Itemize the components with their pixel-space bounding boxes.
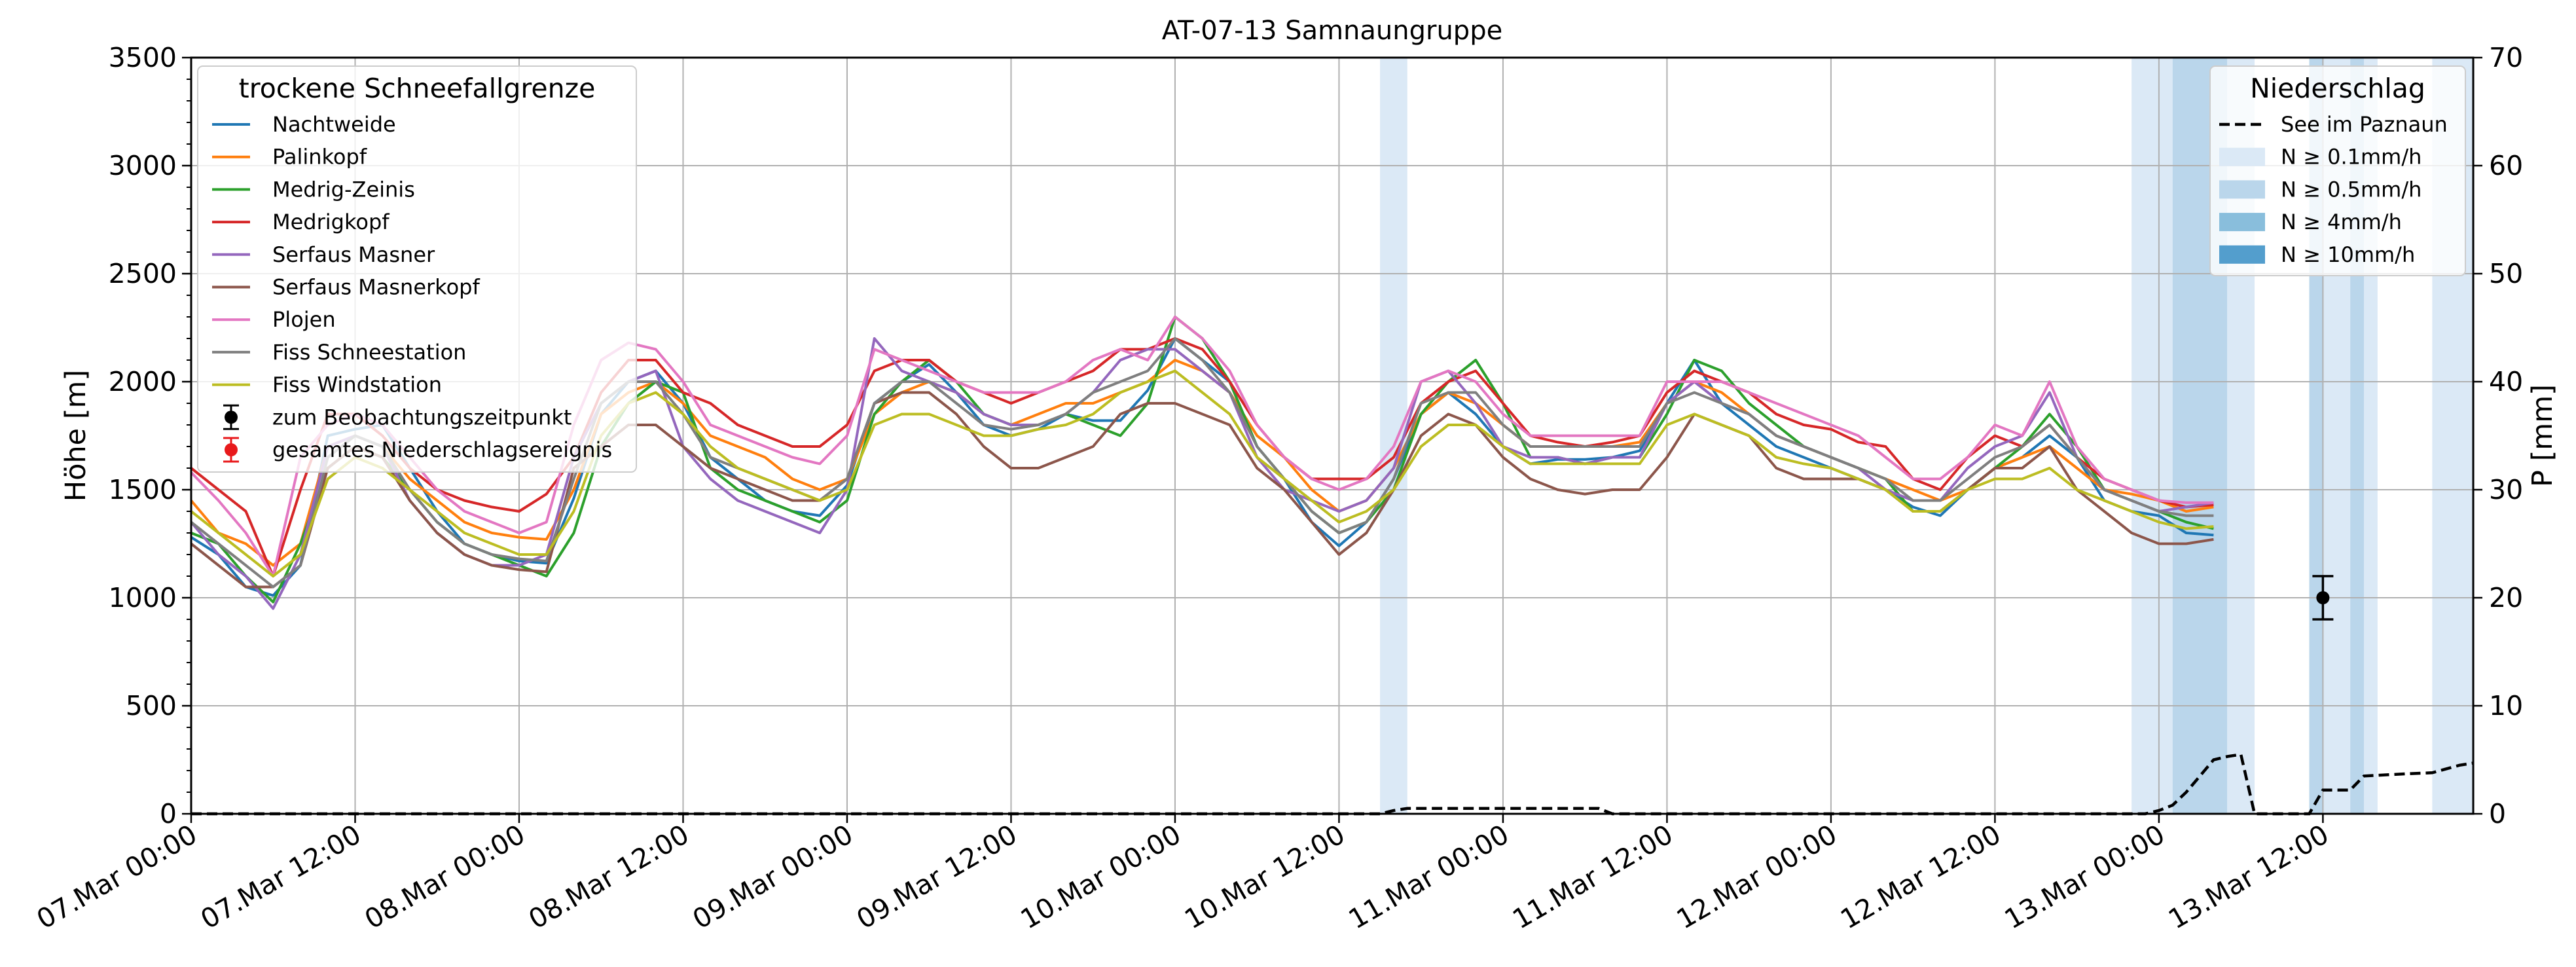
legend-left-label-1: Palinkopf [272, 145, 367, 170]
series-line-fiss-schneestation [190, 337, 2214, 589]
legend-right-label-4: N ≥ 10mm/h [2281, 242, 2415, 267]
y-right-tick-label-1: 10 [2489, 690, 2523, 721]
y-right-tick-label-4: 40 [2489, 366, 2523, 397]
legend-right-swatch-1 [2219, 147, 2265, 166]
legend-right-title: Niederschlag [2250, 73, 2425, 104]
y-axis-label-right: P [mm] [2526, 384, 2559, 487]
series-layer [190, 316, 2214, 610]
y-right-tick-label-0: 0 [2489, 798, 2506, 830]
legend-left-label-8: Fiss Windstation [272, 373, 442, 397]
y-right-tick-label-7: 70 [2489, 42, 2523, 73]
y-left-tick-label-2: 1000 [109, 582, 177, 613]
series-line-serfaus-masner [190, 337, 2214, 610]
precip-line-see-im-paznaun [191, 752, 2474, 816]
series-line-medrigkopf [190, 337, 2214, 577]
series-line-plojen [190, 316, 2214, 577]
legend-left-label-3: Medrigkopf [272, 210, 390, 234]
legend-left-marker-label-0: zum Beobachtungszeitpunkt [272, 405, 571, 429]
observation-point [2316, 591, 2330, 604]
precip-shade-1 [2132, 58, 2173, 814]
legend-left-marker-0 [225, 411, 238, 424]
legend-left-box [197, 65, 637, 473]
legend-right-swatch-3 [2219, 213, 2265, 232]
precip-layer [191, 752, 2474, 816]
legend-right-label-0: See im Paznaun [2281, 112, 2448, 137]
legend-left-label-6: Plojen [272, 307, 336, 332]
y-left-tick-label-3: 1500 [109, 474, 177, 505]
y-right-tick-label-6: 60 [2489, 150, 2523, 181]
y-left-tick-label-6: 3000 [109, 150, 177, 181]
legend-left-title: trockene Schneefallgrenze [239, 73, 596, 104]
legend-right-swatch-2 [2219, 180, 2265, 199]
legend-right-swatch-4 [2219, 245, 2265, 264]
legend-left-marker-1 [225, 443, 238, 456]
legend-left-label-2: Medrig-Zeinis [272, 177, 415, 202]
series-line-fiss-windstation [190, 369, 2214, 577]
y-right-tick-label-2: 20 [2489, 582, 2523, 613]
legend-snowline: trockene Schneefallgrenze Nachtweide Palin… [197, 65, 637, 473]
y-left-tick-label-5: 2500 [109, 258, 177, 289]
y-left-tick-label-4: 2000 [109, 366, 177, 397]
y-left-tick-label-7: 3500 [109, 42, 177, 73]
legend-right-box [2209, 65, 2466, 276]
legend-right-label-2: N ≥ 0.5mm/h [2281, 177, 2422, 202]
y-axis-label-left: Höhe [m] [60, 370, 92, 502]
legend-left-label-5: Serfaus Masnerkopf [272, 275, 480, 300]
legend-left-marker-label-1: gesamtes Niederschlagsereignis [272, 437, 612, 462]
marker-layer [2312, 575, 2334, 621]
legend-left-label-0: Nachtweide [272, 112, 396, 137]
y-right-tick-label-3: 30 [2489, 474, 2523, 505]
legend-precipitation: Niederschlag See im Paznaun N ≥ 0.1mm/h N ≥… [2209, 65, 2466, 276]
y-left-tick-label-1: 500 [126, 690, 177, 721]
y-right-tick-label-5: 50 [2489, 258, 2523, 289]
legend-right-label-1: N ≥ 0.1mm/h [2281, 145, 2422, 170]
axes-frame [190, 56, 2475, 815]
y-left-tick-label-0: 0 [160, 798, 177, 830]
legend-left-label-4: Serfaus Masner [272, 242, 435, 267]
legend-right-label-3: N ≥ 4mm/h [2281, 210, 2402, 234]
legend-left-label-7: Fiss Schneestation [272, 340, 466, 365]
chart-title: AT-07-13 Samnaungruppe [1162, 16, 1502, 46]
